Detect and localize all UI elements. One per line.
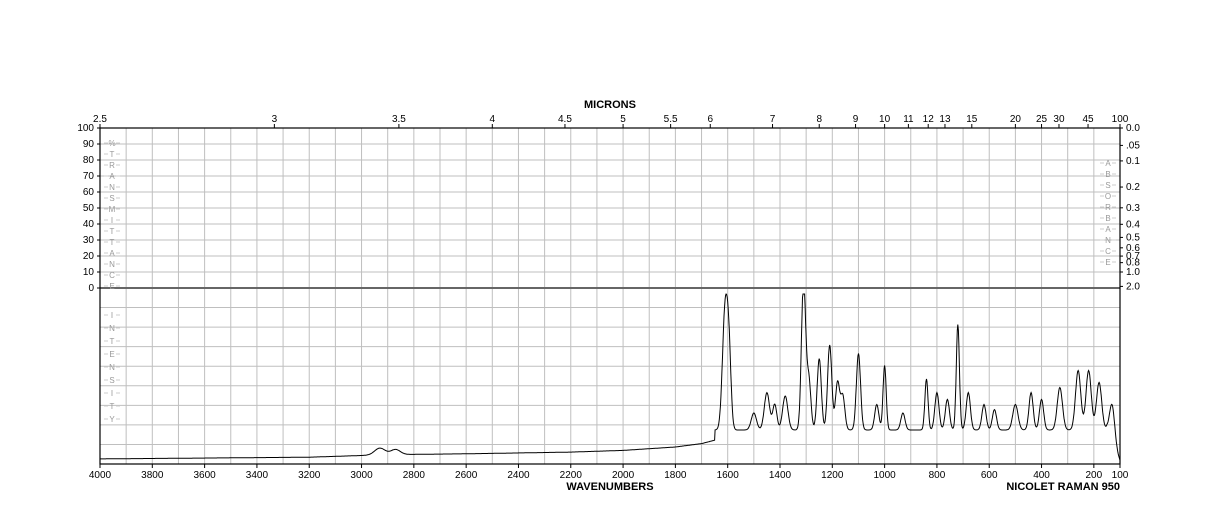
micron-label: 7 <box>770 114 776 125</box>
micron-label: 20 <box>1010 114 1022 125</box>
wn-label: 1200 <box>821 470 844 481</box>
abs-label: 2.0 <box>1126 281 1140 292</box>
micron-label: 5 <box>620 114 626 125</box>
instrument-label: NICOLET RAMAN 950 <box>1006 481 1120 493</box>
micron-label: 12 <box>923 114 935 125</box>
transmittance-axis-char: T <box>110 227 115 236</box>
intensity-axis-char: N <box>109 324 115 333</box>
wn-label: 800 <box>929 470 946 481</box>
intensity-axis-char: I <box>111 389 113 398</box>
intensity-axis-char: E <box>109 350 114 359</box>
abs-label: 0.0 <box>1126 123 1140 134</box>
transmittance-axis-char: N <box>109 260 115 269</box>
transmittance-axis-char: C <box>109 271 115 280</box>
micron-label: 15 <box>966 114 978 125</box>
transmittance-axis-char: % <box>108 139 115 148</box>
wn-label: 3800 <box>141 470 164 481</box>
absorbance-axis-char: C <box>1105 247 1111 256</box>
absorbance-axis-char: N <box>1105 236 1111 245</box>
wn-label: 2200 <box>560 470 583 481</box>
intensity-axis-char: N <box>109 363 115 372</box>
trans-label: 70 <box>83 171 95 182</box>
micron-label: 6 <box>707 114 713 125</box>
wn-label: 3600 <box>193 470 216 481</box>
intensity-axis-char: T <box>110 337 115 346</box>
micron-label: 3 <box>272 114 278 125</box>
wn-label: 3200 <box>298 470 321 481</box>
wavenumbers-title: WAVENUMBERS <box>566 481 653 493</box>
micron-label: 3.5 <box>392 114 406 125</box>
trans-label: 10 <box>83 267 95 278</box>
trans-label: 30 <box>83 235 95 246</box>
abs-label: 0.2 <box>1126 182 1140 193</box>
micron-label: 2.5 <box>93 114 107 125</box>
wn-label: 4000 <box>89 470 112 481</box>
absorbance-axis-char: O <box>1105 192 1111 201</box>
trans-label: 50 <box>83 203 95 214</box>
trans-label: 60 <box>83 187 95 198</box>
intensity-axis-char: Y <box>109 415 115 424</box>
absorbance-axis-char: B <box>1105 170 1110 179</box>
transmittance-axis-char: T <box>110 238 115 247</box>
absorbance-axis-char: A <box>1105 225 1111 234</box>
wn-label: 100 <box>1112 470 1129 481</box>
micron-label: 45 <box>1082 114 1094 125</box>
spectrum-chart: MICRONS2.533.544.555.5678910111213152025… <box>0 0 1224 528</box>
intensity-axis-char: T <box>110 402 115 411</box>
transmittance-axis-char: S <box>109 194 114 203</box>
wn-label: 3000 <box>350 470 373 481</box>
trans-label: 100 <box>77 123 94 134</box>
transmittance-axis-char: A <box>109 172 115 181</box>
micron-label: 10 <box>879 114 891 125</box>
wn-label: 1000 <box>873 470 896 481</box>
intensity-axis-char: I <box>111 311 113 320</box>
wn-label: 600 <box>981 470 998 481</box>
wn-label: 1800 <box>664 470 687 481</box>
micron-label: 11 <box>903 114 914 125</box>
trans-label: 80 <box>83 155 95 166</box>
micron-label: 4 <box>490 114 496 125</box>
absorbance-axis-char: S <box>1105 181 1110 190</box>
trans-label: 90 <box>83 139 95 150</box>
micron-label: 5.5 <box>664 114 678 125</box>
abs-label: 0.1 <box>1126 156 1140 167</box>
wn-label: 2400 <box>507 470 530 481</box>
absorbance-axis-char: E <box>1105 258 1110 267</box>
transmittance-axis-char: I <box>111 216 113 225</box>
micron-label: 13 <box>939 114 951 125</box>
abs-label: .05 <box>1126 140 1140 151</box>
transmittance-axis-char: A <box>109 249 115 258</box>
transmittance-axis-char: E <box>109 282 114 291</box>
abs-label: 0.5 <box>1126 232 1140 243</box>
trans-label: 0 <box>88 283 94 294</box>
transmittance-axis-char: R <box>109 161 115 170</box>
microns-title: MICRONS <box>584 99 636 111</box>
wn-label: 200 <box>1086 470 1103 481</box>
trans-label: 20 <box>83 251 95 262</box>
absorbance-axis-char: R <box>1105 203 1111 212</box>
intensity-axis-char: S <box>109 376 114 385</box>
transmittance-axis-char: M <box>109 205 116 214</box>
wn-label: 1400 <box>769 470 792 481</box>
wn-label: 3400 <box>246 470 269 481</box>
micron-label: 4.5 <box>558 114 572 125</box>
absorbance-axis-char: B <box>1105 214 1110 223</box>
chart-bg <box>0 0 1224 528</box>
wn-label: 1600 <box>717 470 740 481</box>
wn-label: 2800 <box>403 470 426 481</box>
abs-label: 1.0 <box>1126 267 1140 278</box>
abs-label: 0.4 <box>1126 219 1140 230</box>
absorbance-axis-char: A <box>1105 159 1111 168</box>
micron-label: 25 <box>1036 114 1048 125</box>
wn-label: 2000 <box>612 470 635 481</box>
trans-label: 40 <box>83 219 95 230</box>
micron-label: 30 <box>1053 114 1065 125</box>
transmittance-axis-char: T <box>110 150 115 159</box>
transmittance-axis-char: N <box>109 183 115 192</box>
wn-label: 2600 <box>455 470 478 481</box>
micron-label: 8 <box>816 114 822 125</box>
micron-label: 9 <box>853 114 859 125</box>
wn-label: 400 <box>1033 470 1050 481</box>
abs-label: 0.3 <box>1126 203 1140 214</box>
